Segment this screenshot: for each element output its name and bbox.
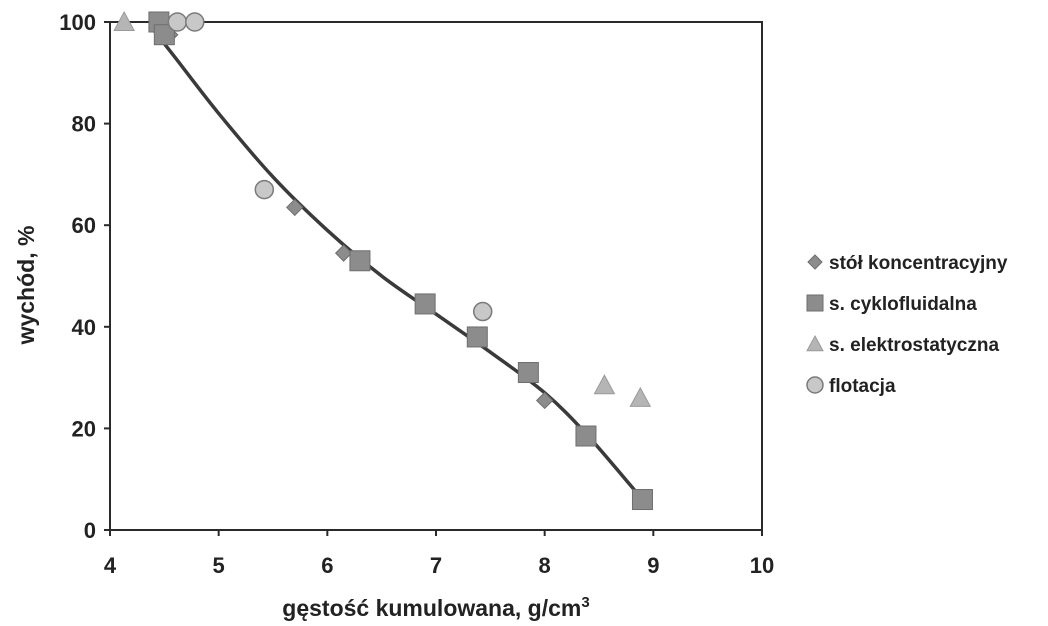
data-point-triangle xyxy=(629,386,652,407)
y-tick-label: 100 xyxy=(59,10,96,35)
data-point-square xyxy=(631,489,653,511)
legend-marker-square xyxy=(806,294,824,312)
x-tick-label: 9 xyxy=(647,553,659,578)
x-axis-title-superscript: 3 xyxy=(581,594,589,611)
legend-label: stół koncentracyjny xyxy=(829,253,1008,274)
data-point-square xyxy=(414,293,436,315)
legend-label: s. cyklofluidalna xyxy=(829,294,977,315)
trendline xyxy=(149,25,644,501)
data-point-diamond xyxy=(535,391,554,410)
data-points xyxy=(113,10,653,511)
data-point-square xyxy=(466,326,488,348)
data-point-circle xyxy=(167,12,188,32)
legend-label: flotacja xyxy=(829,376,896,397)
legend-label: s. elektrostatyczna xyxy=(829,335,999,356)
x-tick-label: 6 xyxy=(321,553,333,578)
y-tick-label: 60 xyxy=(72,213,96,238)
x-axis-title: gęstość kumulowana, g/cm3 xyxy=(282,594,589,621)
data-point-diamond xyxy=(286,198,304,217)
legend-marker-triangle xyxy=(806,334,824,352)
data-point-square xyxy=(575,425,597,447)
data-point-circle xyxy=(254,179,275,200)
data-point-square xyxy=(153,24,175,46)
y-tick-label: 0 xyxy=(84,518,96,543)
data-point-square xyxy=(349,250,371,272)
data-point-square xyxy=(517,362,539,384)
x-tick-label: 4 xyxy=(104,553,117,578)
y-tick-label: 20 xyxy=(72,416,96,441)
data-point-triangle xyxy=(113,10,135,31)
legend-marker-diamond xyxy=(807,254,823,270)
data-point-triangle xyxy=(593,374,616,395)
y-axis-title: wychód, % xyxy=(13,226,39,346)
legend-marker-circle xyxy=(806,376,824,394)
x-axis-ticks: 4 5 6 7 8 9 10 xyxy=(104,530,774,578)
x-tick-label: 7 xyxy=(430,553,442,578)
y-axis-ticks: 0 20 40 60 80 100 xyxy=(59,10,110,543)
y-tick-label: 80 xyxy=(72,112,96,137)
data-point-circle xyxy=(185,12,205,32)
data-point-circle xyxy=(472,301,493,322)
x-tick-label: 8 xyxy=(539,553,551,578)
y-tick-label: 40 xyxy=(72,315,96,340)
x-tick-label: 10 xyxy=(750,553,774,578)
x-axis-title-main: gęstość kumulowana, g/cm xyxy=(282,595,581,621)
data-point-diamond xyxy=(334,244,353,262)
legend: stół koncentracyjny s. cyklofluidalna s. e… xyxy=(806,253,1008,397)
trendline-group xyxy=(149,25,644,501)
x-tick-label: 5 xyxy=(213,553,225,578)
